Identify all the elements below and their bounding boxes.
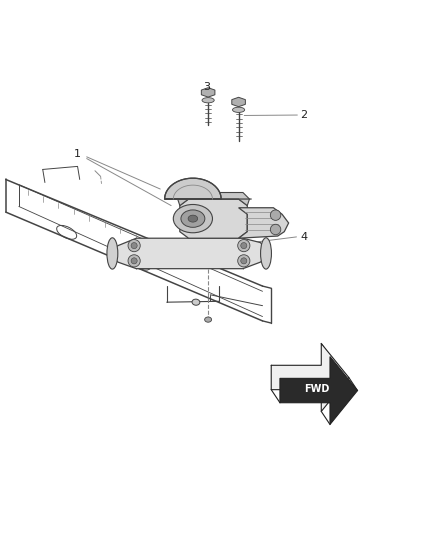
Polygon shape [180,199,247,238]
Text: 2: 2 [300,110,307,120]
Ellipse shape [192,299,200,305]
Circle shape [131,243,137,249]
Text: FWD: FWD [304,384,330,394]
Polygon shape [165,178,252,199]
Ellipse shape [202,98,214,103]
Circle shape [131,258,137,264]
Polygon shape [178,192,250,206]
Circle shape [128,255,140,267]
Ellipse shape [261,238,272,269]
Ellipse shape [107,238,118,269]
Text: 1: 1 [74,149,81,159]
Polygon shape [271,344,349,411]
Ellipse shape [205,317,212,322]
Circle shape [128,239,140,252]
Text: 3: 3 [203,82,210,92]
Circle shape [270,210,281,220]
Circle shape [238,255,250,267]
Ellipse shape [188,215,198,222]
Polygon shape [232,98,245,107]
Text: 4: 4 [300,232,307,242]
Polygon shape [201,88,215,97]
Circle shape [241,258,247,264]
Ellipse shape [181,210,205,228]
Ellipse shape [173,205,212,233]
Polygon shape [280,357,357,424]
Polygon shape [239,208,289,238]
Circle shape [238,239,250,252]
Polygon shape [108,238,271,269]
Ellipse shape [233,107,245,112]
Circle shape [241,243,247,249]
Circle shape [270,224,281,235]
